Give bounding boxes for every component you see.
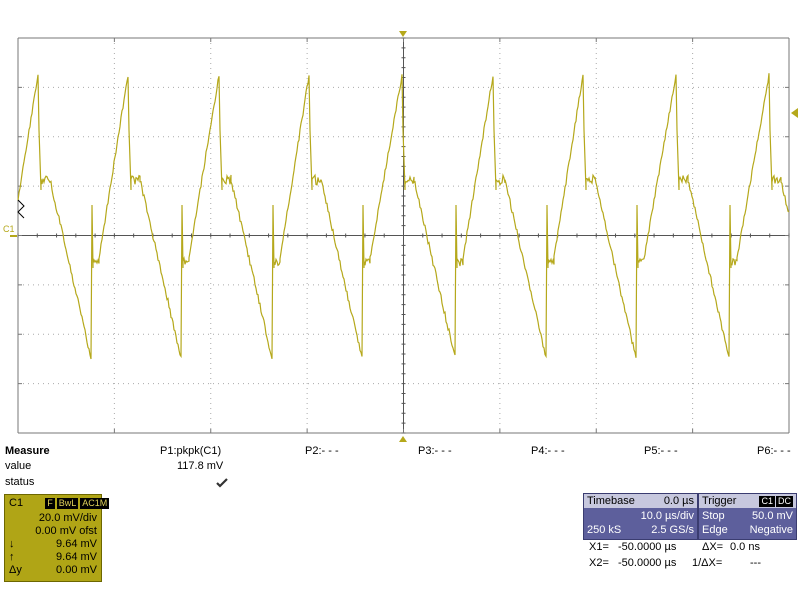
cursor-dx-value: 0.0 ns <box>730 541 760 554</box>
channel-offset: 0.00 mV ofst <box>35 525 97 537</box>
param-p4[interactable]: P4:- - - <box>531 445 565 458</box>
timebase-descriptor[interactable]: Timebase 0.0 µs 10.0 µs/div 250 kS 2.5 G… <box>583 493 698 540</box>
timebase-label: Timebase <box>587 495 635 508</box>
trigger-position-top-marker <box>399 31 407 37</box>
trigger-slope: Negative <box>750 524 793 537</box>
cursor-x2-value: -50.0000 µs <box>618 557 676 570</box>
trigger-mode: Stop <box>702 510 725 523</box>
cursor-down-value: 9.64 mV <box>56 538 97 550</box>
cursor-up-label: ↑ <box>9 551 15 563</box>
param-p6[interactable]: P6:- - - <box>757 445 791 458</box>
cursor-inv-dx-label: 1/ΔX= <box>692 557 722 570</box>
timebase-rate: 2.5 GS/s <box>651 524 694 537</box>
cursor-x1-value: -50.0000 µs <box>618 541 676 554</box>
param-p2[interactable]: P2:- - - <box>305 445 339 458</box>
trigger-level-marker[interactable] <box>791 108 798 118</box>
cursor-down-label: ↓ <box>9 538 15 550</box>
delta-y-value: 0.00 mV <box>56 564 97 576</box>
graticule <box>18 38 789 433</box>
channel-1-descriptor[interactable]: C1 F BwL AC1M 20.0 mV/div 0.00 mV ofst ↓ 9… <box>4 494 102 582</box>
measure-title: Measure <box>5 445 50 458</box>
cursor-x2-label: X2= <box>589 557 609 570</box>
delta-y-label: Δy <box>9 564 22 576</box>
channel-coupling-tag: AC1M <box>80 498 109 509</box>
trigger-level: 50.0 mV <box>752 510 793 523</box>
channel-vdiv: 20.0 mV/div <box>39 512 97 524</box>
measure-row-status-label: status <box>5 476 34 489</box>
trigger-type: Edge <box>702 524 728 537</box>
cursor-up-value: 9.64 mV <box>56 551 97 563</box>
param-p1[interactable]: P1:pkpk(C1) <box>160 445 221 458</box>
channel-1-name: C1 <box>9 497 23 509</box>
cursor-inv-dx-value: --- <box>750 557 761 570</box>
trigger-source-tag: C1 <box>759 496 775 507</box>
channel-filter-tag: F <box>45 498 55 509</box>
trigger-label: Trigger <box>702 495 736 508</box>
trigger-coupling-tag: DC <box>776 496 793 507</box>
waveform-display: C1 <box>0 0 800 445</box>
param-p5[interactable]: P5:- - - <box>644 445 678 458</box>
channel-bandwidth-limit-tag: BwL <box>57 498 79 509</box>
param-p3[interactable]: P3:- - - <box>418 445 452 458</box>
channel-1-trigger-icon <box>18 200 24 218</box>
trigger-position-bottom-marker <box>399 436 407 442</box>
measure-row-value-label: value <box>5 460 31 473</box>
trigger-descriptor[interactable]: Trigger C1 DC Stop 50.0 mV Edge Negative <box>698 493 797 540</box>
timebase-tdiv: 10.0 µs/div <box>641 510 694 523</box>
timebase-delay: 0.0 µs <box>664 495 694 508</box>
channel-1-ground-label[interactable]: C1 <box>3 224 15 234</box>
timebase-samples: 250 kS <box>587 524 621 537</box>
checkmark-icon <box>216 478 228 488</box>
cursor-x1-label: X1= <box>589 541 609 554</box>
cursor-dx-label: ΔX= <box>702 541 723 554</box>
param-p1-value: 117.8 mV <box>177 460 223 473</box>
